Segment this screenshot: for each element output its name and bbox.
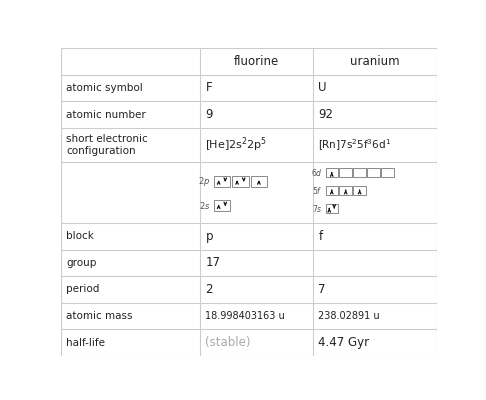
Text: atomic number: atomic number bbox=[66, 110, 146, 120]
Bar bbox=[214, 176, 230, 187]
Text: half-life: half-life bbox=[66, 338, 105, 348]
Bar bbox=[326, 204, 338, 213]
Bar bbox=[326, 168, 338, 177]
Bar bbox=[353, 168, 366, 177]
Text: 17: 17 bbox=[206, 256, 220, 269]
Text: short electronic
configuration: short electronic configuration bbox=[66, 134, 148, 156]
Text: block: block bbox=[66, 231, 94, 241]
Text: $\mathregular{[He]2s^22p^5}$: $\mathregular{[He]2s^22p^5}$ bbox=[206, 136, 268, 154]
Text: $2p$: $2p$ bbox=[198, 174, 210, 188]
Text: atomic symbol: atomic symbol bbox=[66, 83, 143, 93]
Text: $6d$: $6d$ bbox=[311, 167, 323, 178]
Bar bbox=[214, 200, 230, 211]
Text: $7s$: $7s$ bbox=[312, 203, 323, 214]
Bar bbox=[326, 186, 338, 195]
Bar bbox=[251, 176, 267, 187]
Text: F: F bbox=[206, 82, 212, 94]
Bar bbox=[353, 186, 366, 195]
Text: 18.998403163 u: 18.998403163 u bbox=[206, 311, 285, 321]
Bar bbox=[339, 186, 352, 195]
Bar bbox=[232, 176, 249, 187]
Text: 92: 92 bbox=[318, 108, 333, 121]
Text: fluorine: fluorine bbox=[234, 55, 279, 68]
Text: period: period bbox=[66, 284, 100, 294]
Text: uranium: uranium bbox=[350, 55, 400, 68]
Bar bbox=[339, 168, 352, 177]
Text: 2: 2 bbox=[206, 283, 213, 296]
Text: 9: 9 bbox=[206, 108, 213, 121]
Text: U: U bbox=[318, 82, 327, 94]
Text: 4.47 Gyr: 4.47 Gyr bbox=[318, 336, 369, 349]
Text: $2s$: $2s$ bbox=[199, 200, 210, 211]
Text: 7: 7 bbox=[318, 283, 326, 296]
Text: f: f bbox=[318, 230, 323, 243]
Text: atomic mass: atomic mass bbox=[66, 311, 133, 321]
Text: (stable): (stable) bbox=[206, 336, 251, 349]
Text: $\mathregular{[Rn]7s^25f^36d^1}$: $\mathregular{[Rn]7s^25f^36d^1}$ bbox=[318, 137, 391, 153]
Text: p: p bbox=[206, 230, 213, 243]
Bar bbox=[367, 168, 380, 177]
Text: 238.02891 u: 238.02891 u bbox=[318, 311, 380, 321]
Text: group: group bbox=[66, 258, 96, 268]
Bar bbox=[382, 168, 394, 177]
Text: $5f$: $5f$ bbox=[312, 185, 323, 196]
